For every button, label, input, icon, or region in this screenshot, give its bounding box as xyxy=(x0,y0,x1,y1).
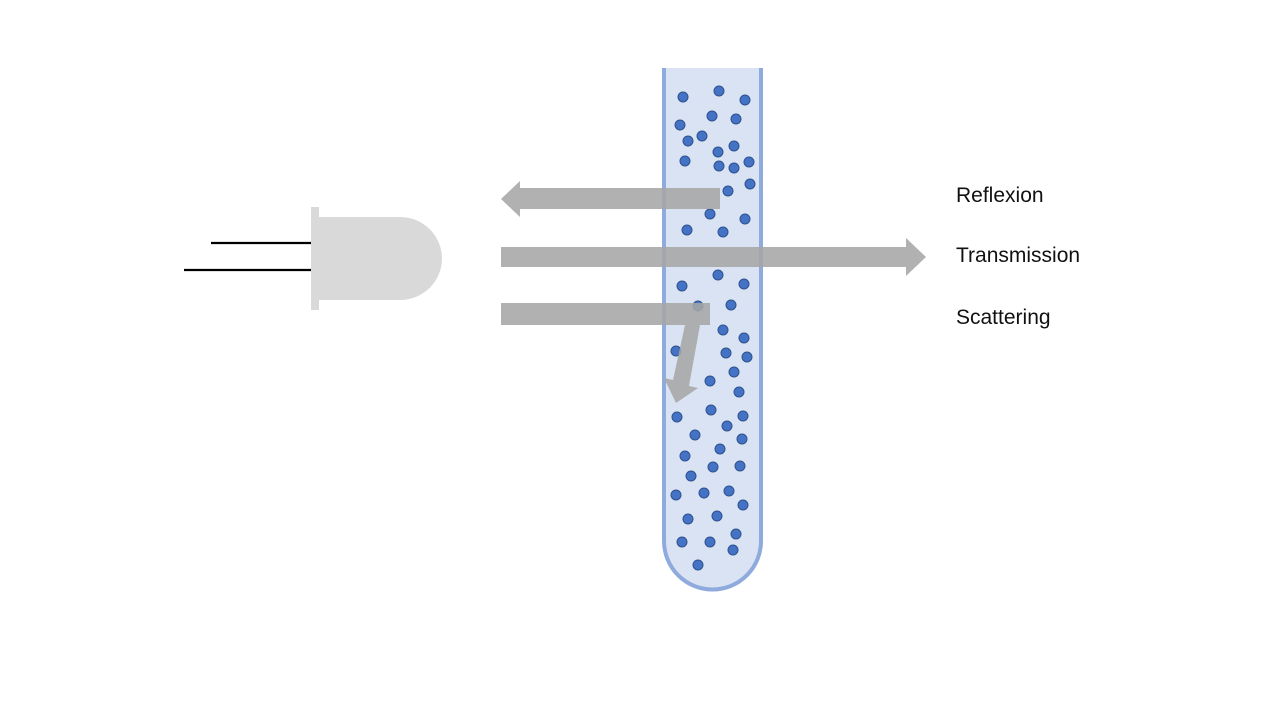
particle xyxy=(674,119,686,131)
particle xyxy=(728,162,740,174)
particle xyxy=(706,110,718,122)
tube-wall xyxy=(662,68,763,592)
transmission-arrow xyxy=(501,238,926,276)
reflexion-arrow xyxy=(501,181,720,217)
particle xyxy=(717,324,729,336)
particle xyxy=(728,140,740,152)
particle xyxy=(689,429,701,441)
reflexion-label: Reflexion xyxy=(956,184,1044,207)
light-arrows xyxy=(501,181,926,403)
particle xyxy=(704,536,716,548)
particle xyxy=(739,94,751,106)
particle xyxy=(727,544,739,556)
particle xyxy=(738,278,750,290)
particle xyxy=(713,85,725,97)
particle xyxy=(707,461,719,473)
particle xyxy=(728,366,740,378)
particle xyxy=(704,208,716,220)
particle xyxy=(722,185,734,197)
particle xyxy=(744,178,756,190)
particle xyxy=(730,528,742,540)
particle xyxy=(679,155,691,167)
particle xyxy=(721,420,733,432)
led-icon xyxy=(311,207,442,310)
particle xyxy=(713,160,725,172)
particle xyxy=(696,130,708,142)
particle xyxy=(739,213,751,225)
particle xyxy=(712,269,724,281)
particle xyxy=(741,351,753,363)
particle xyxy=(698,487,710,499)
particles-group xyxy=(670,85,756,571)
particle xyxy=(679,450,691,462)
particle xyxy=(725,299,737,311)
particle xyxy=(692,559,704,571)
particle xyxy=(711,510,723,522)
transmission-label: Transmission xyxy=(956,244,1081,267)
particle xyxy=(736,433,748,445)
particle xyxy=(676,536,688,548)
particle xyxy=(676,280,688,292)
scattering-arrow xyxy=(501,303,710,403)
led-flange xyxy=(311,207,319,310)
tube-liquid xyxy=(664,68,761,590)
particle xyxy=(743,156,755,168)
particle xyxy=(717,226,729,238)
particle xyxy=(737,499,749,511)
particle xyxy=(677,91,689,103)
led-dome xyxy=(317,217,442,300)
particle xyxy=(705,404,717,416)
particle xyxy=(682,135,694,147)
particle xyxy=(671,411,683,423)
test-tube xyxy=(662,68,763,592)
particle xyxy=(712,146,724,158)
particle xyxy=(733,386,745,398)
particle xyxy=(730,113,742,125)
particle xyxy=(685,470,697,482)
led-leads xyxy=(184,241,313,272)
particle xyxy=(670,489,682,501)
particle xyxy=(704,375,716,387)
particle xyxy=(682,513,694,525)
scattering-label: Scattering xyxy=(956,306,1051,329)
particle xyxy=(734,460,746,472)
particle xyxy=(737,410,749,422)
particle xyxy=(714,443,726,455)
particle xyxy=(720,347,732,359)
particle xyxy=(723,485,735,497)
particle xyxy=(681,224,693,236)
particle xyxy=(738,332,750,344)
